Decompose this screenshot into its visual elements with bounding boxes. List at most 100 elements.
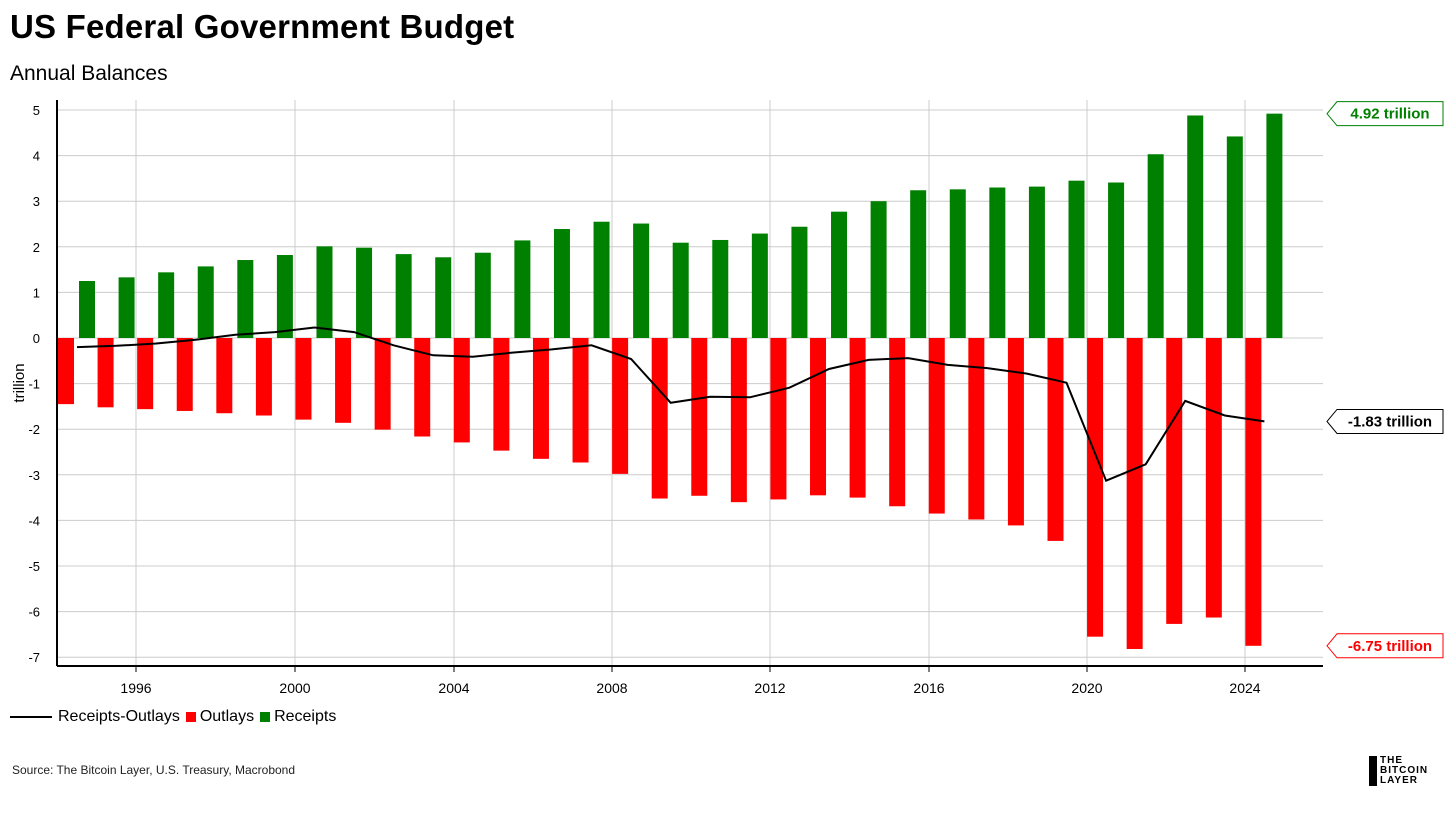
receipts-bar bbox=[593, 221, 610, 338]
legend-label-outlays: Outlays bbox=[199, 708, 255, 725]
y-tick-label: -5 bbox=[28, 559, 40, 574]
legend-line-swatch bbox=[10, 716, 52, 718]
receipts-bar bbox=[395, 254, 412, 338]
chart-title: US Federal Government Budget bbox=[10, 8, 515, 45]
outlays-bar bbox=[612, 338, 629, 474]
receipts-bar bbox=[316, 246, 333, 338]
value-callout-box bbox=[1326, 633, 1444, 659]
outlays-bar bbox=[730, 338, 747, 503]
outlays-bar bbox=[1166, 338, 1183, 624]
legend-outlays-swatch bbox=[185, 712, 196, 722]
value-callout-label: -6.75 trillion bbox=[1348, 638, 1432, 655]
receipts-bar bbox=[197, 266, 214, 338]
x-tick-label: 2024 bbox=[1229, 680, 1260, 696]
x-tick-label: 2004 bbox=[438, 680, 469, 696]
outlays-bar bbox=[216, 338, 233, 414]
receipts-bar bbox=[791, 226, 808, 338]
outlays-bar bbox=[493, 338, 510, 451]
receipts-bar bbox=[356, 247, 373, 338]
receipts-bar bbox=[633, 223, 650, 338]
outlays-bar bbox=[1007, 338, 1024, 526]
y-tick-label: -1 bbox=[28, 377, 40, 392]
receipts-bar bbox=[1147, 154, 1164, 338]
x-tick-label: 2012 bbox=[754, 680, 785, 696]
receipts-bar bbox=[989, 187, 1006, 338]
line-layer bbox=[76, 326, 1265, 483]
y-tick-label: -4 bbox=[28, 513, 40, 528]
y-tick-label: 0 bbox=[33, 331, 40, 346]
legend-item-balance: Receipts-Outlays bbox=[10, 708, 180, 726]
y-tick-label: 4 bbox=[33, 149, 40, 164]
receipts-bar bbox=[1187, 115, 1204, 338]
outlays-bar bbox=[453, 338, 470, 443]
receipts-bar bbox=[158, 272, 175, 338]
outlays-bar bbox=[1087, 338, 1104, 637]
y-tick-label: 3 bbox=[33, 194, 40, 209]
receipts-bar bbox=[910, 190, 927, 338]
outlays-bar bbox=[928, 338, 945, 514]
receipts-bar bbox=[514, 240, 531, 338]
bars-layer bbox=[58, 113, 1283, 649]
receipts-bar bbox=[831, 211, 848, 338]
receipts-bar bbox=[1226, 136, 1243, 338]
outlays-bar bbox=[295, 338, 312, 420]
receipts-bar bbox=[79, 281, 95, 338]
outlays-bar bbox=[1205, 338, 1222, 618]
value-callout-label: -1.83 trillion bbox=[1348, 413, 1432, 430]
logo-line: BITCOIN bbox=[1380, 765, 1429, 776]
outlays-bar bbox=[1047, 338, 1064, 541]
outlays-bar bbox=[374, 338, 391, 430]
x-tick-label: 1996 bbox=[120, 680, 151, 696]
receipts-bar bbox=[751, 233, 768, 338]
legend-label-receipts: Receipts bbox=[274, 708, 337, 725]
x-tick-label: 2020 bbox=[1071, 680, 1102, 696]
chart-legend: Receipts-Outlays Outlays Receipts bbox=[10, 708, 342, 726]
y-tick-label: 1 bbox=[33, 285, 40, 300]
y-tick-label: 2 bbox=[33, 240, 40, 255]
source-note: Source: The Bitcoin Layer, U.S. Treasury… bbox=[12, 763, 296, 777]
outlays-bar bbox=[810, 338, 827, 496]
annotation-layer: 4.92 trillion -1.83 trillion -6.75 trillio… bbox=[1326, 101, 1444, 659]
receipts-bar bbox=[1266, 113, 1283, 338]
outlays-bar bbox=[1245, 338, 1262, 646]
receipts-bar bbox=[712, 239, 729, 338]
legend-receipts-swatch bbox=[260, 712, 271, 722]
outlays-bar bbox=[58, 338, 74, 405]
legend-item-receipts: Receipts bbox=[260, 708, 336, 726]
balance-line bbox=[76, 326, 1265, 483]
receipts-bar bbox=[672, 242, 689, 338]
y-tick-label: 5 bbox=[33, 103, 40, 118]
outlays-bar bbox=[968, 338, 985, 520]
value-callout-label: 4.92 trillion bbox=[1350, 106, 1429, 123]
receipts-bar bbox=[435, 257, 452, 338]
logo-wordmark: THE BITCOIN LAYER bbox=[1380, 756, 1428, 786]
chart-subtitle: Annual Balances bbox=[10, 62, 168, 85]
receipts-bar bbox=[949, 189, 966, 338]
y-tick-label: -6 bbox=[28, 605, 40, 620]
outlays-bar bbox=[770, 338, 787, 500]
outlays-bar bbox=[176, 338, 193, 411]
receipts-bar bbox=[553, 229, 570, 338]
outlays-bar bbox=[97, 338, 114, 408]
outlays-bar bbox=[849, 338, 866, 498]
outlays-bar bbox=[1126, 338, 1143, 649]
value-callout-box bbox=[1326, 101, 1444, 127]
receipts-bar bbox=[474, 252, 491, 338]
logo-line: THE bbox=[1380, 755, 1403, 766]
outlays-bar bbox=[691, 338, 708, 496]
legend-item-outlays: Outlays bbox=[185, 708, 255, 726]
receipts-bar bbox=[870, 201, 887, 338]
receipts-bar bbox=[276, 255, 293, 338]
bitcoin-layer-logo: THE BITCOIN LAYER bbox=[1369, 756, 1428, 786]
outlays-bar bbox=[572, 338, 589, 463]
x-tick-label: 2008 bbox=[596, 680, 627, 696]
y-tick-label: -7 bbox=[28, 650, 40, 665]
outlays-bar bbox=[335, 338, 352, 423]
outlays-bar bbox=[889, 338, 906, 507]
grid-layer bbox=[57, 100, 1323, 666]
axis-layer: 5 4 3 2 1 0 -1 -2 -3 -4 -5 -6 -7 1996 2000 2004 2008 2012… bbox=[11, 100, 1323, 696]
logo-line: LAYER bbox=[1380, 775, 1418, 786]
outlays-bar bbox=[137, 338, 154, 410]
outlays-bar bbox=[255, 338, 272, 416]
